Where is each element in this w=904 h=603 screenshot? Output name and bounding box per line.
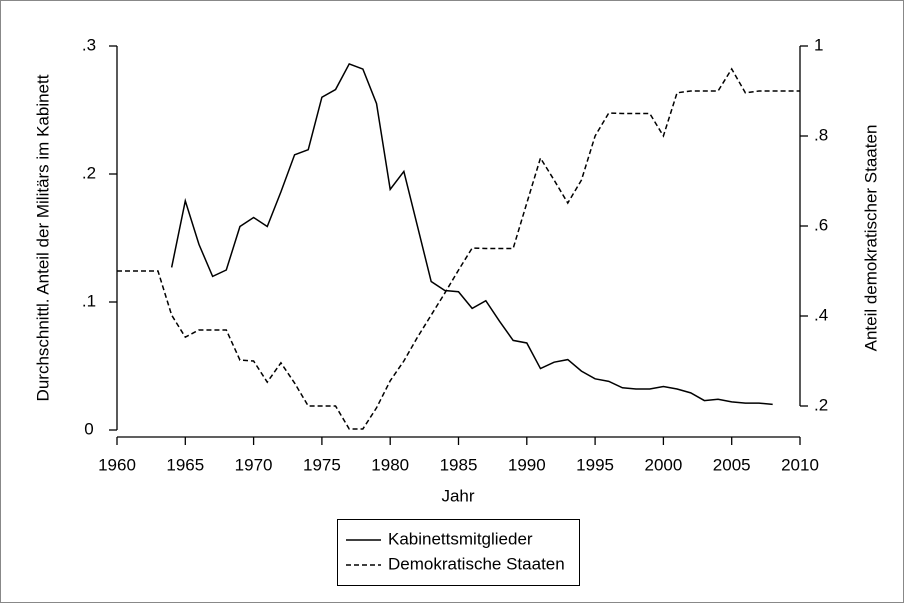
y2-tick-label: .8 [814,125,828,144]
x-tick-label: 1970 [235,455,273,474]
y-axis-label: Durchschnittl. Anteil der Militärs im Ka… [33,74,52,401]
legend-label: Demokratische Staaten [388,554,565,573]
x-tick-label: 1980 [371,455,409,474]
x-tick-label: 1985 [440,455,478,474]
data-line [170,62,773,406]
y2-axis-label: Anteil demokratischer Staaten [861,125,880,352]
y2-tick-label: .2 [814,395,828,414]
y-tick-label: .3 [82,35,96,54]
y-tick-label: .1 [82,291,96,310]
y2-tick-label: 1 [814,35,823,54]
x-tick-label: 1975 [303,455,341,474]
x-axis-label: Jahr [441,486,474,505]
x-tick-label: 2000 [644,455,682,474]
data-line [117,67,800,430]
x-tick-label: 2010 [781,455,819,474]
x-tick-label: 2005 [713,455,751,474]
y2-tick-label: .4 [814,305,828,324]
y2-tick-label: .6 [814,215,828,234]
y-tick-label: .2 [82,163,96,182]
y-tick-label: 0 [84,419,93,438]
x-tick-label: 1995 [576,455,614,474]
legend-label: Kabinettsmitglieder [388,529,533,548]
x-tick-label: 1990 [508,455,546,474]
legend-box [337,519,580,586]
x-tick-label: 1965 [166,455,204,474]
x-tick-label: 1960 [98,455,136,474]
